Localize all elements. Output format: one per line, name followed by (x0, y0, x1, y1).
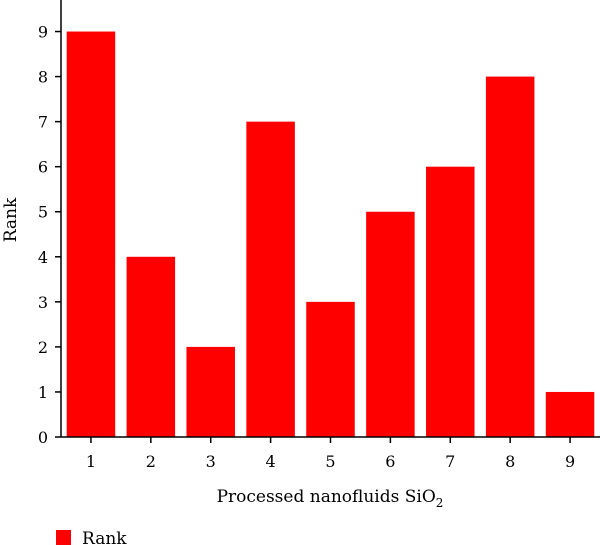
y-axis-ticks: 0 1 2 3 4 5 6 7 8 9 (38, 23, 61, 447)
x-tick-label: 9 (565, 452, 575, 471)
bar-1 (66, 31, 116, 438)
x-tick-label: 5 (325, 452, 335, 471)
bar-2 (126, 256, 176, 437)
x-axis-ticks: 1 2 3 4 5 6 7 8 9 (86, 437, 575, 471)
y-tick-label: 8 (38, 68, 48, 87)
x-tick-label: 6 (385, 452, 395, 471)
bar-3 (186, 346, 235, 437)
x-axis-title-main: Processed nanofluids SiO (217, 487, 436, 507)
bar-7 (426, 166, 475, 437)
x-tick-label: 7 (445, 452, 455, 471)
y-tick-label: 7 (38, 113, 48, 132)
bar-series-rank (66, 31, 595, 438)
bar-8 (485, 76, 535, 437)
bar-6 (366, 211, 415, 437)
x-axis-title-subscript: 2 (436, 496, 444, 510)
y-tick-label: 4 (38, 248, 48, 267)
y-tick-label: 9 (38, 23, 48, 42)
y-tick-label: 0 (38, 428, 48, 447)
y-tick-label: 5 (38, 203, 48, 222)
bar-9 (545, 391, 595, 437)
x-tick-label: 4 (266, 452, 276, 471)
legend: Rank (56, 529, 127, 545)
x-tick-label: 2 (146, 452, 156, 471)
legend-label-rank: Rank (82, 529, 127, 545)
x-tick-label: 3 (206, 452, 216, 471)
y-axis-title: Rank (1, 197, 21, 242)
y-tick-label: 1 (38, 383, 48, 402)
y-tick-label: 2 (38, 338, 48, 357)
x-tick-label: 1 (86, 452, 96, 471)
x-axis-title: Processed nanofluids SiO2 (217, 487, 444, 510)
bar-5 (306, 301, 355, 437)
y-tick-label: 3 (38, 293, 48, 312)
bar-4 (246, 121, 295, 438)
x-tick-label: 8 (505, 452, 515, 471)
legend-swatch-rank (56, 530, 71, 545)
y-tick-label: 6 (38, 158, 48, 177)
